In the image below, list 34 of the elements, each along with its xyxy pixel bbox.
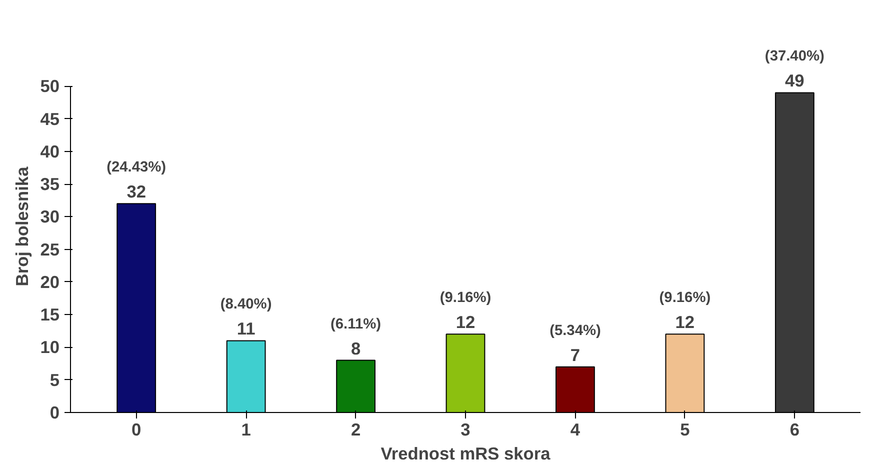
data-label: 7 (570, 344, 580, 365)
x-tick-label: 4 (570, 420, 580, 440)
x-tick-label: 0 (132, 420, 142, 440)
y-tick-label: 10 (40, 337, 60, 358)
x-tick-label: 6 (790, 420, 800, 440)
annotation: (6.11%) (330, 316, 382, 332)
x-tick-label: 1 (241, 420, 252, 440)
data-label: 11 (236, 318, 256, 339)
y-tick-label: 0 (50, 402, 60, 422)
y-tick-label: 35 (40, 174, 60, 194)
y-tick-label: 50 (40, 76, 60, 96)
data-label: 12 (675, 312, 695, 332)
data-label: 8 (350, 338, 361, 358)
y-tick-label: 45 (40, 108, 60, 129)
y-tick-label: 20 (40, 272, 60, 292)
data-label: 49 (785, 70, 804, 91)
y-axis-title: Broj bolesnika (12, 166, 32, 286)
data-label: 32 (126, 182, 146, 202)
y-tick-label: 25 (40, 239, 60, 260)
x-tick-label: 5 (680, 420, 690, 440)
annotation: (9.16%) (440, 290, 492, 306)
annotation: (9.16%) (659, 290, 711, 306)
y-tick-label: 40 (40, 141, 60, 162)
x-axis-title: Vrednost mRS skora (380, 444, 551, 464)
data-label: 12 (456, 312, 476, 332)
y-tick-label: 15 (40, 304, 60, 325)
y-tick-label: 5 (50, 370, 60, 390)
x-tick-label: 2 (350, 420, 361, 440)
annotation: (8.40%) (220, 296, 272, 313)
y-tick-label: 30 (40, 206, 60, 227)
annotation: (37.40%) (764, 48, 825, 65)
annotation: (5.34%) (550, 322, 601, 339)
annotation: (24.43%) (106, 160, 166, 176)
x-tick-label: 3 (460, 420, 471, 440)
